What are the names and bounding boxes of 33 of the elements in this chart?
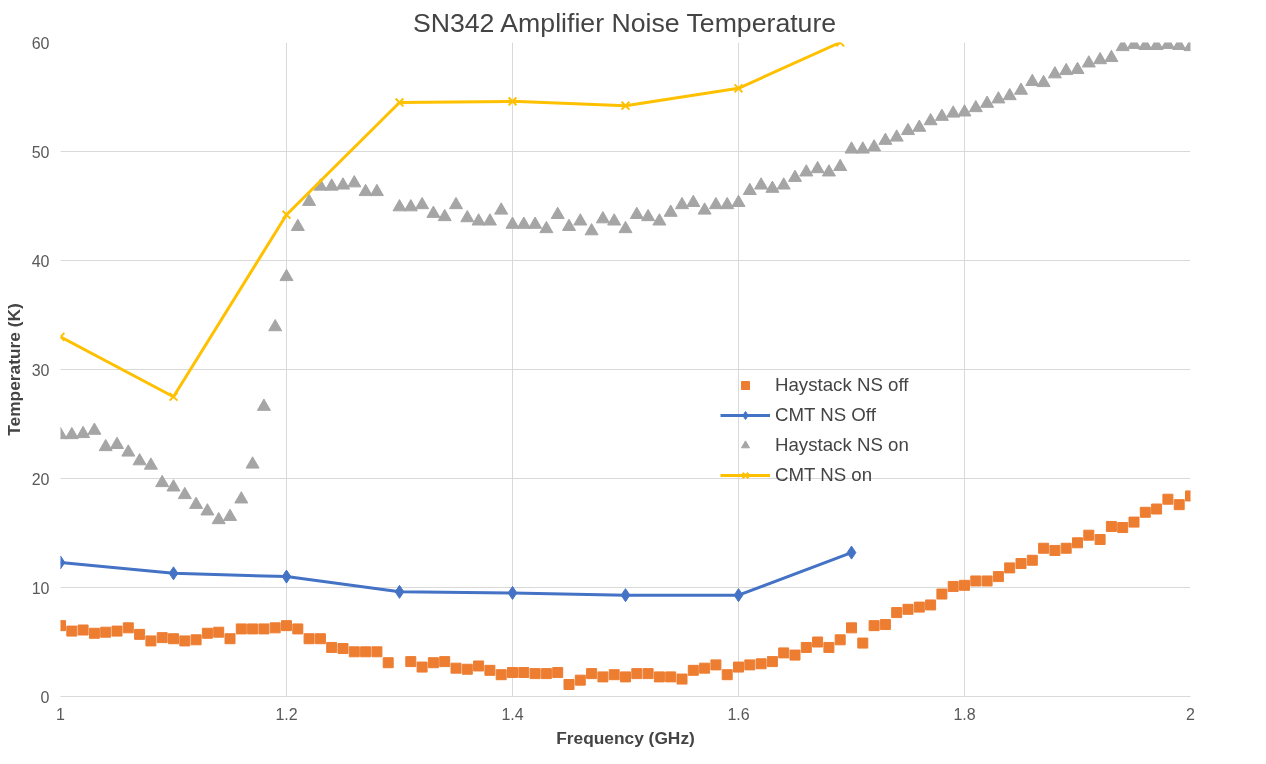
chart-title: SN342 Amplifier Noise Temperature: [412, 7, 837, 38]
x-tick-label: 1.4: [501, 705, 524, 723]
point: [507, 585, 518, 600]
point: [168, 391, 179, 402]
point: [281, 209, 292, 220]
y-tick-label: 20: [31, 470, 50, 488]
point: [281, 569, 292, 584]
x-tick-label: 2: [1186, 705, 1196, 723]
x-tick-label: 1.8: [953, 705, 976, 723]
x-tick-label: 1.6: [727, 705, 750, 723]
point: [394, 97, 405, 108]
point: [733, 588, 744, 603]
y-tick-label: 10: [31, 579, 50, 597]
x-tick-label: 1: [56, 705, 66, 723]
x-tick-label: 1.2: [275, 705, 298, 723]
point: [620, 100, 631, 111]
y-tick-label: 0: [40, 688, 50, 706]
y-tick-label: 40: [31, 252, 50, 270]
point: [168, 566, 179, 581]
y-tick-label: 30: [31, 361, 50, 379]
legend-label: CMT NS on: [775, 464, 873, 486]
y-axis-title: Temperature (K): [3, 303, 24, 436]
y-tick-label: 60: [31, 34, 50, 52]
y-tick-label: 50: [31, 143, 50, 161]
point: [846, 545, 857, 560]
point: [620, 588, 631, 603]
point: [507, 96, 518, 107]
legend-label: Haystack NS off: [775, 374, 909, 396]
point: [733, 83, 744, 94]
legend-label: CMT NS Off: [775, 404, 876, 426]
point: [394, 584, 405, 599]
x-axis-title: Frequency (GHz): [556, 727, 695, 748]
legend-label: Haystack NS on: [775, 434, 909, 456]
